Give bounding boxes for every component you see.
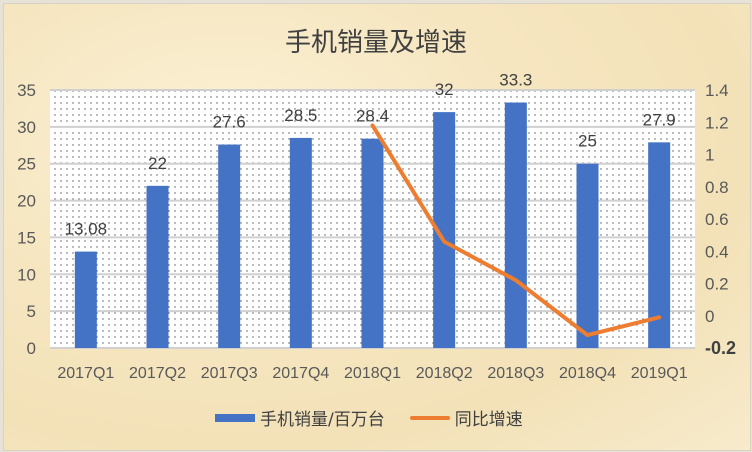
- left-axis-tick: 10: [17, 265, 36, 284]
- bar: [648, 142, 671, 348]
- bar-data-label: 32: [435, 80, 454, 99]
- right-axis-tick: 1.2: [705, 113, 729, 132]
- left-axis-tick: 15: [17, 228, 36, 247]
- left-axis-tick: 35: [17, 81, 36, 100]
- right-axis-tick: 0.2: [705, 275, 729, 294]
- x-axis-tick: 2018Q4: [559, 365, 616, 382]
- left-axis-tick: 20: [17, 192, 36, 211]
- legend-bar-swatch: [215, 413, 255, 422]
- left-axis-tick: 25: [17, 155, 36, 174]
- right-axis-tick: 0.8: [705, 178, 729, 197]
- bar-data-label: 27.9: [643, 110, 676, 129]
- bar: [74, 251, 97, 348]
- legend-item-sales: 手机销量/百万台: [215, 405, 385, 430]
- bar-data-label: 25: [578, 132, 597, 151]
- right-axis-tick: -0.2: [705, 338, 736, 358]
- bar-data-label: 27.6: [213, 113, 246, 132]
- legend-label-growth: 同比增速: [454, 410, 523, 430]
- right-axis-tick: 0: [705, 307, 714, 326]
- bar-data-label: 33.3: [499, 71, 532, 90]
- bar-data-label: 22: [148, 154, 167, 173]
- bar: [289, 137, 312, 348]
- bar: [146, 185, 169, 348]
- legend-label-sales: 手机销量/百万台: [260, 410, 385, 430]
- left-axis-tick: 5: [27, 302, 36, 321]
- x-axis-tick: 2017Q1: [57, 365, 114, 382]
- x-axis-tick: 2017Q3: [201, 365, 258, 382]
- legend-line-swatch: [409, 415, 450, 420]
- chart-legend: 手机销量/百万台 同比增速: [215, 405, 548, 430]
- x-axis-tick: 2018Q1: [344, 365, 401, 382]
- bar: [361, 138, 384, 348]
- left-axis-tick: 0: [27, 339, 36, 358]
- bar-data-label: 28.4: [356, 107, 389, 126]
- x-axis-tick: 2017Q2: [129, 365, 186, 382]
- x-axis-tick: 2019Q1: [631, 365, 688, 382]
- x-axis-tick: 2017Q4: [272, 365, 329, 382]
- bar-data-label: 13.08: [65, 220, 108, 239]
- bar: [218, 144, 241, 348]
- right-axis-tick: 0.6: [705, 210, 729, 229]
- legend-item-growth: 同比增速: [409, 405, 523, 430]
- bar: [576, 163, 599, 348]
- bar: [433, 112, 456, 348]
- x-axis-tick: 2018Q3: [487, 365, 544, 382]
- x-axis-tick: 2018Q2: [416, 365, 473, 382]
- bar: [504, 102, 527, 348]
- bar-data-label: 28.5: [284, 106, 317, 125]
- right-axis-tick: 1.4: [705, 81, 729, 100]
- chart-title: 手机销量及增速: [284, 28, 467, 58]
- left-axis-tick: 30: [17, 118, 36, 137]
- right-axis-tick: 1: [705, 146, 714, 165]
- right-axis-tick: 0.4: [705, 242, 729, 261]
- growth-line: [370, 123, 662, 338]
